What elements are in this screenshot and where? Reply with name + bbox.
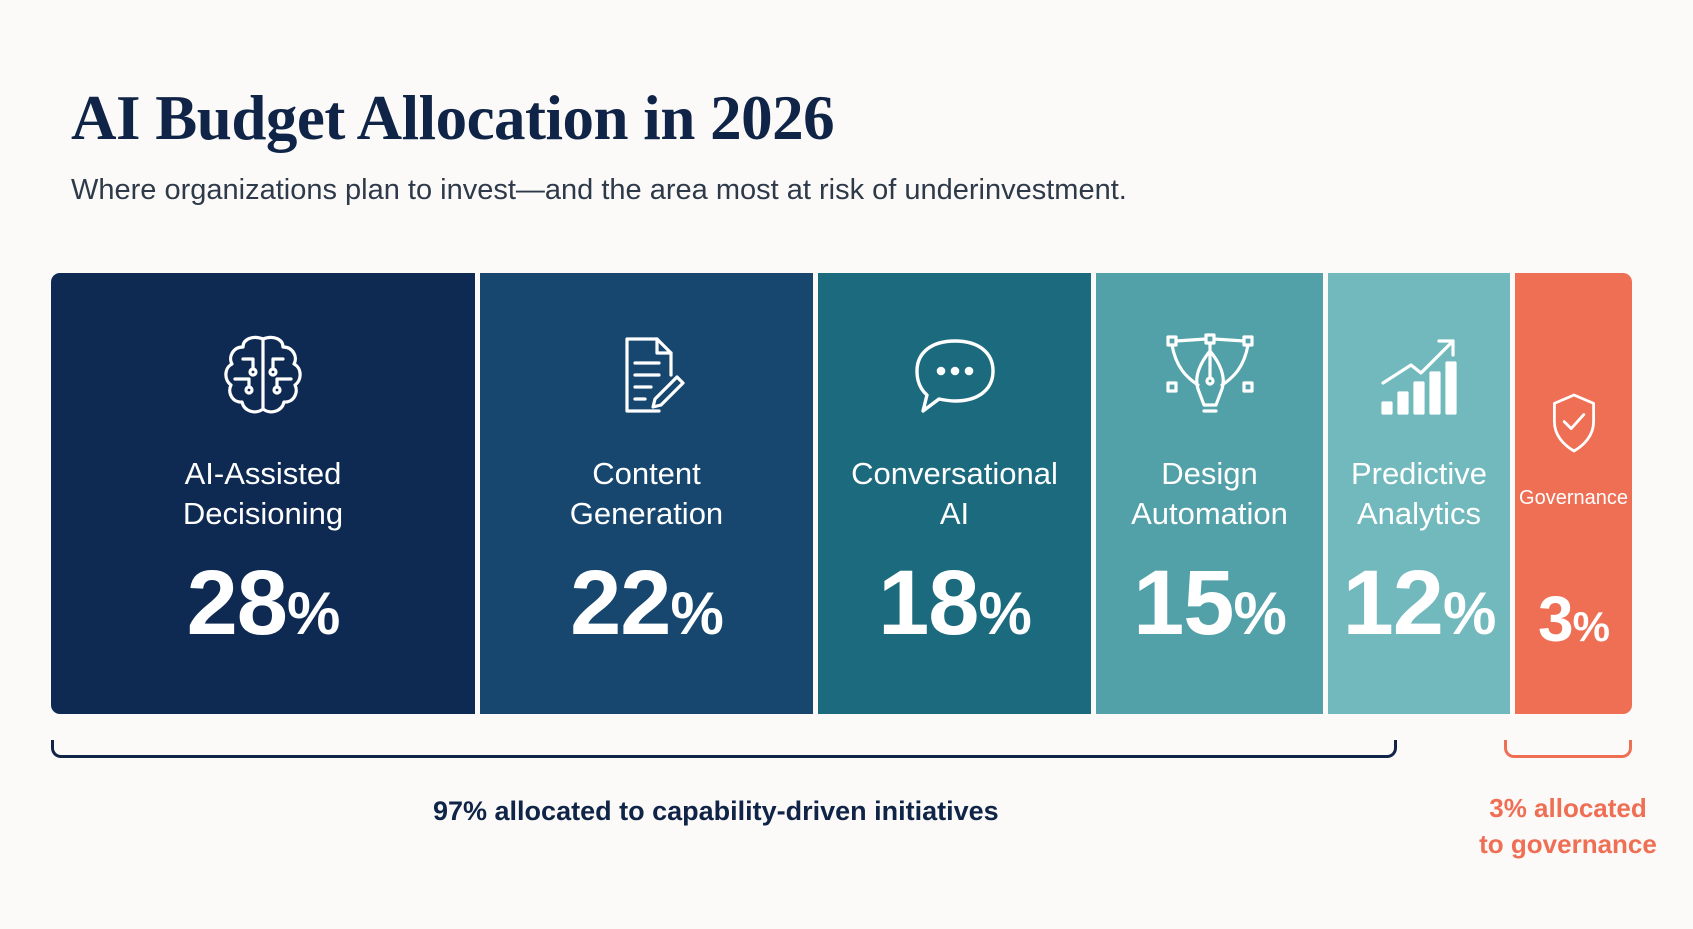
segment-value: 18% (818, 553, 1091, 664)
segment-value: 22% (480, 553, 813, 664)
segment-value-number: 18 (878, 552, 979, 654)
segment-ai-assisted-decisioning: AI-Assisted Decisioning 28% (51, 273, 475, 714)
segment-value-percent-sign: % (286, 580, 340, 647)
governance-bracket (1504, 740, 1632, 758)
segment-value: 12% (1328, 553, 1510, 664)
growth-chart-icon (1364, 327, 1474, 427)
page-subtitle: Where organizations plan to invest—and t… (71, 174, 1127, 206)
segment-value-percent-sign: % (1442, 580, 1496, 647)
segment-label: Conversational AI (851, 456, 1058, 531)
shield-check-icon (1539, 383, 1609, 463)
segment-conversational-ai: Conversational AI 18% (818, 273, 1091, 714)
governance-annotation-line-2: to governance (1479, 829, 1657, 859)
capability-bracket (51, 740, 1397, 758)
segment-value-percent-sign: % (1572, 603, 1610, 650)
segment-value-number: 22 (570, 552, 671, 654)
segment-design-automation: Design Automation 15% (1096, 273, 1323, 714)
document-edit-icon (592, 327, 702, 427)
segment-value-percent-sign: % (978, 580, 1031, 647)
capability-annotation: 97% allocated to capability-driven initi… (433, 796, 999, 826)
segment-label: Design Automation (1131, 456, 1288, 531)
segment-value-percent-sign: % (670, 580, 723, 647)
segment-value: 3% (1515, 569, 1632, 677)
brain-circuit-icon (208, 327, 318, 427)
pen-tool-icon (1155, 327, 1265, 427)
segment-content-generation: Content Generation 22% (480, 273, 813, 714)
segment-value-number: 12 (1342, 552, 1444, 654)
segment-value-number: 28 (186, 552, 288, 654)
segment-label: Governance (1519, 487, 1628, 509)
segment-value: 15% (1096, 553, 1323, 664)
segment-value-number: 15 (1133, 552, 1234, 654)
segment-label: Content Generation (569, 456, 724, 531)
page-title: AI Budget Allocation in 2026 (71, 83, 835, 153)
segment-label: AI-Assisted Decisioning (182, 456, 344, 531)
segment-value: 28% (51, 553, 475, 664)
governance-annotation: 3% allocated to governance (1470, 790, 1666, 862)
segment-value-percent-sign: % (1233, 580, 1286, 647)
segment-predictive-analytics: Predictive Analytics 12% (1328, 273, 1510, 714)
segment-value-number: 3 (1538, 583, 1574, 655)
segment-label: Predictive Analytics (1350, 456, 1488, 531)
chat-bubble-icon (900, 327, 1010, 427)
segment-governance: Governance 3% (1515, 273, 1632, 714)
governance-annotation-line-1: 3% allocated (1489, 793, 1647, 823)
allocation-bar: AI-Assisted Decisioning 28% Content Genera… (51, 273, 1632, 714)
